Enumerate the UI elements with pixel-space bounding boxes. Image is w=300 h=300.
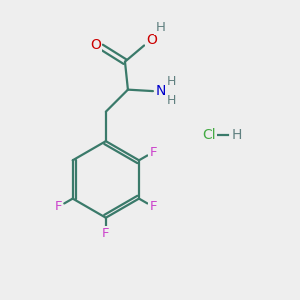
- Text: Cl: Cl: [202, 128, 216, 142]
- Text: H: H: [167, 75, 176, 88]
- Text: H: H: [167, 94, 176, 107]
- Text: H: H: [155, 21, 165, 34]
- Text: O: O: [90, 38, 101, 52]
- Text: F: F: [149, 146, 157, 159]
- Text: F: F: [102, 227, 110, 240]
- Text: F: F: [149, 200, 157, 213]
- Text: O: O: [146, 33, 157, 46]
- Text: N: N: [156, 84, 166, 98]
- Text: F: F: [55, 200, 62, 213]
- Text: H: H: [232, 128, 242, 142]
